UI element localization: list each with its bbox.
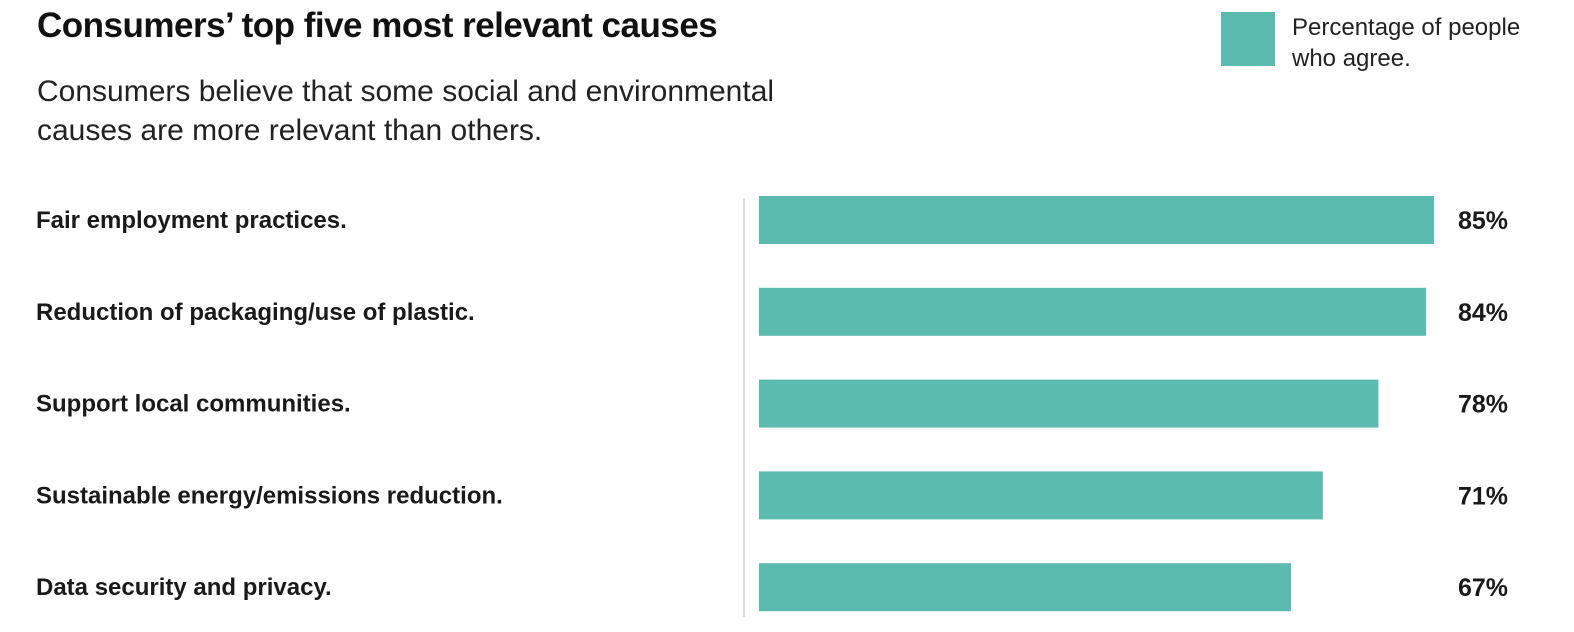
legend-label: Percentage of people who agree. bbox=[1292, 14, 1521, 72]
value-label: 85% bbox=[1458, 207, 1508, 235]
category-label: Support local communities. bbox=[36, 391, 351, 418]
category-label: Fair employment practices. bbox=[36, 207, 347, 234]
chart-title: Consumers’ top five most relevant causes bbox=[37, 6, 718, 45]
value-label: 71% bbox=[1458, 482, 1508, 510]
value-label: 84% bbox=[1458, 299, 1508, 327]
bar bbox=[759, 196, 1434, 244]
bar bbox=[759, 471, 1323, 520]
value-label: 78% bbox=[1458, 391, 1508, 419]
legend-swatch bbox=[1221, 12, 1275, 66]
bar bbox=[759, 563, 1292, 612]
category-label: Sustainable energy/emissions reduction. bbox=[36, 482, 503, 509]
category-label: Data security and privacy. bbox=[36, 574, 332, 601]
bar bbox=[759, 287, 1427, 336]
bar bbox=[759, 379, 1379, 428]
category-label: Reduction of packaging/use of plastic. bbox=[36, 299, 475, 326]
value-label: 67% bbox=[1458, 574, 1508, 602]
chart-subtitle: Consumers believe that some social and e… bbox=[37, 75, 775, 147]
